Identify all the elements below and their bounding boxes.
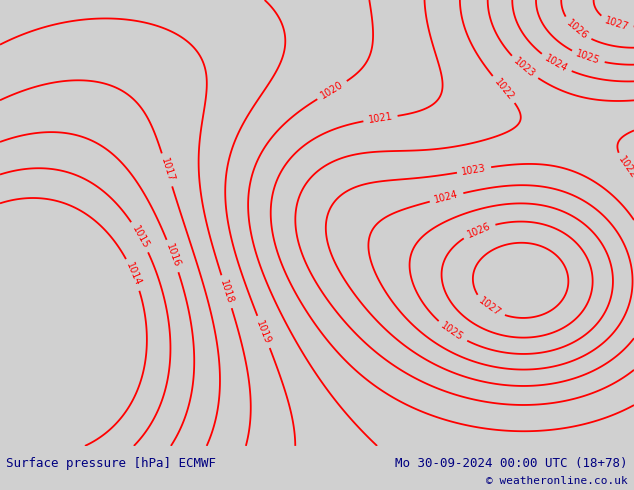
Text: 1023: 1023 [512,56,537,79]
Text: 1014: 1014 [124,261,143,288]
Text: 1021: 1021 [368,112,393,125]
Text: 1025: 1025 [574,49,601,66]
Text: 1018: 1018 [218,278,235,305]
Text: 1022: 1022 [616,155,634,181]
Text: 1019: 1019 [254,318,273,345]
Text: 1017: 1017 [158,157,176,183]
Text: 1024: 1024 [434,189,460,205]
Text: 1026: 1026 [466,221,492,240]
Text: 1027: 1027 [603,15,630,32]
Text: © weatheronline.co.uk: © weatheronline.co.uk [486,476,628,486]
Text: 1022: 1022 [492,76,515,102]
Text: Mo 30-09-2024 00:00 UTC (18+78): Mo 30-09-2024 00:00 UTC (18+78) [395,457,628,470]
Text: 1024: 1024 [543,53,569,74]
Text: 1016: 1016 [164,243,182,269]
Text: 1020: 1020 [319,79,346,101]
Text: 1015: 1015 [130,224,151,250]
Text: Surface pressure [hPa] ECMWF: Surface pressure [hPa] ECMWF [6,457,216,470]
Text: 1025: 1025 [439,321,465,343]
Text: 1027: 1027 [477,296,502,318]
Text: 1026: 1026 [564,18,590,42]
Text: 1023: 1023 [461,163,487,177]
